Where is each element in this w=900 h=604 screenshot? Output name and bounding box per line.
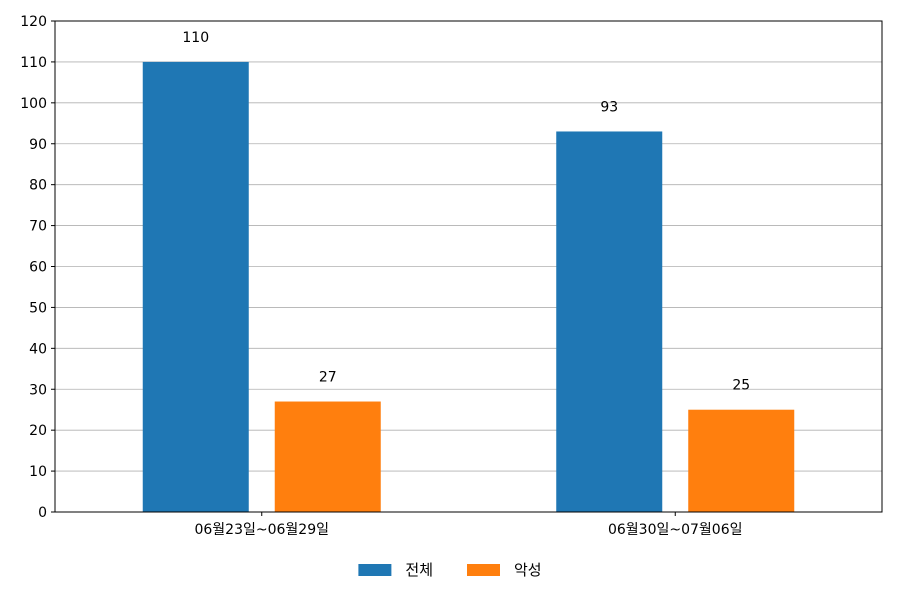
legend: 전체 악성 xyxy=(358,561,542,579)
bar-data-label: 25 xyxy=(732,378,750,394)
y-tick-label: 0 xyxy=(38,505,47,521)
y-tick-label: 110 xyxy=(20,55,47,71)
x-tick-label: 06월30일~07월06일 xyxy=(608,522,743,538)
x-tick-label: 06월23일~06월29일 xyxy=(194,522,329,538)
legend-label: 전체 xyxy=(405,561,433,579)
y-tick-label: 80 xyxy=(29,178,47,194)
bars xyxy=(142,61,795,513)
y-tick-label: 50 xyxy=(29,300,47,316)
bar-total xyxy=(142,61,249,513)
bar-data-label: 93 xyxy=(600,99,618,115)
legend-label: 악성 xyxy=(514,561,542,579)
x-axis: 06월23일~06월29일 06월30일~07월06일 xyxy=(194,512,743,538)
data-labels: 110 27 93 25 xyxy=(182,30,750,394)
y-tick-label: 120 xyxy=(20,14,47,30)
plot-frame xyxy=(54,20,883,513)
bar-malicious xyxy=(688,409,795,512)
y-tick-label: 70 xyxy=(29,219,47,235)
y-tick-label: 20 xyxy=(29,423,47,439)
y-axis: 0 10 20 30 40 50 60 70 80 90 100 110 120 xyxy=(20,14,55,521)
bar-malicious xyxy=(274,401,381,512)
bar-total xyxy=(556,131,663,512)
y-tick-label: 100 xyxy=(20,96,47,112)
y-tick-label: 30 xyxy=(29,382,47,398)
legend-swatch xyxy=(467,564,500,576)
y-tick-label: 40 xyxy=(29,341,47,357)
bar-data-label: 110 xyxy=(182,30,209,46)
y-tick-label: 10 xyxy=(29,464,47,480)
bar-data-label: 27 xyxy=(319,370,337,386)
legend-swatch xyxy=(358,564,392,576)
y-tick-label: 60 xyxy=(29,260,47,276)
y-tick-label: 90 xyxy=(29,137,47,153)
